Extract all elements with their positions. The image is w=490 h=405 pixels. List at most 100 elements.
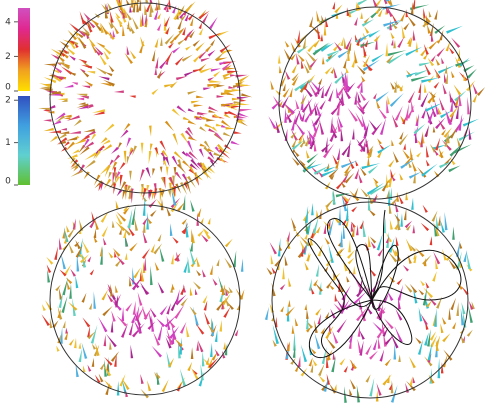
vector-glyph — [221, 284, 226, 296]
vector-glyph — [310, 235, 313, 246]
vector-glyph — [439, 160, 453, 169]
vector-glyph — [347, 257, 355, 265]
vector-glyph — [438, 97, 445, 111]
vector-glyph — [383, 0, 388, 5]
vector-glyph — [77, 164, 86, 175]
vector-glyph — [325, 51, 340, 63]
vector-glyph — [206, 119, 216, 122]
vector-glyph — [165, 50, 173, 63]
vector-glyph — [66, 281, 71, 290]
vector-glyph — [58, 291, 64, 308]
vector-glyph — [175, 183, 181, 194]
vector-glyph — [435, 137, 441, 151]
vector-glyph — [198, 10, 210, 20]
vector-glyph — [76, 97, 85, 101]
vector-glyph — [140, 36, 145, 47]
vector-glyph — [64, 331, 69, 341]
vector-glyph — [83, 141, 94, 149]
vector-glyph — [374, 181, 379, 188]
colorbar-tick-label: 1 — [5, 138, 11, 148]
vector-glyph — [291, 72, 299, 82]
vector-glyph — [438, 215, 441, 226]
vector-glyph — [369, 377, 375, 397]
vector-glyph — [412, 224, 415, 234]
vector-glyph — [240, 99, 247, 102]
vector-glyph — [182, 116, 191, 121]
vector-glyph — [119, 174, 123, 188]
vector-glyph — [422, 21, 428, 28]
vector-glyph — [305, 205, 309, 223]
vector-glyph — [377, 8, 383, 18]
vector-glyph — [208, 151, 215, 160]
vector-glyph — [68, 131, 81, 134]
vector-glyph — [132, 145, 137, 156]
vector-glyph — [154, 188, 158, 200]
vector-glyph — [411, 75, 429, 82]
vector-glyph — [334, 41, 342, 52]
vector-glyph — [391, 39, 394, 46]
vector-glyph — [335, 12, 339, 19]
panel-circle — [271, 201, 469, 399]
vector-glyph — [179, 368, 187, 387]
vector-glyph — [126, 137, 132, 148]
vector-glyph — [99, 362, 106, 370]
vector-glyph — [312, 120, 321, 138]
vector-glyph — [447, 132, 450, 144]
vector-glyph — [94, 217, 99, 230]
vector-glyph — [325, 257, 333, 267]
vector-glyph — [135, 306, 145, 321]
vector-glyph — [208, 109, 216, 113]
vector-glyph — [142, 216, 149, 226]
vector-glyph — [105, 10, 108, 19]
vector-glyph — [433, 251, 441, 265]
vector-glyph — [116, 380, 120, 396]
vector-glyph — [74, 337, 77, 349]
vector-glyph — [445, 40, 451, 52]
vector-glyph — [192, 306, 199, 326]
vector-glyph — [279, 65, 282, 74]
vector-glyph — [123, 206, 130, 215]
vector-glyph — [182, 160, 191, 168]
vector-glyph — [122, 11, 125, 19]
vector-glyph — [279, 74, 287, 87]
vector-glyph — [379, 349, 385, 362]
vector-glyph — [131, 205, 136, 225]
vector-glyph — [111, 310, 116, 322]
vector-glyph — [336, 178, 346, 190]
vector-glyph — [340, 126, 344, 142]
vector-glyph — [151, 314, 155, 332]
vector-glyph — [196, 95, 204, 99]
vector-glyph — [79, 95, 90, 99]
vector-glyph — [91, 357, 95, 367]
vector-glyph — [129, 95, 136, 98]
vector-glyph — [332, 1, 336, 10]
vector-glyph — [185, 220, 189, 238]
vector-glyph — [115, 213, 123, 225]
vector-glyph — [132, 267, 135, 285]
vector-glyph — [389, 219, 393, 230]
vector-glyph — [373, 193, 378, 203]
vector-glyph — [389, 0, 393, 7]
vector-glyph — [130, 25, 135, 34]
vector-glyph — [79, 146, 90, 156]
vector-glyph — [321, 168, 339, 177]
vector-glyph — [418, 307, 423, 322]
vector-glyph — [107, 2, 112, 10]
vector-glyph — [156, 23, 162, 31]
vector-glyph — [140, 142, 144, 155]
vector-glyph — [106, 333, 117, 348]
trajectory — [371, 250, 462, 301]
vector-glyph — [316, 226, 321, 234]
trajectory — [355, 244, 399, 310]
vector-glyph — [395, 236, 399, 246]
vector-glyph — [325, 16, 329, 28]
vector-glyph — [385, 236, 389, 244]
vector-glyph — [394, 105, 403, 121]
vector-glyph — [180, 285, 185, 296]
vector-glyph — [408, 171, 422, 179]
vector-glyph — [341, 160, 358, 169]
vector-glyph — [160, 36, 163, 46]
vector-glyph — [375, 6, 381, 14]
vector-glyph — [323, 378, 329, 392]
vector-glyph — [304, 232, 308, 240]
